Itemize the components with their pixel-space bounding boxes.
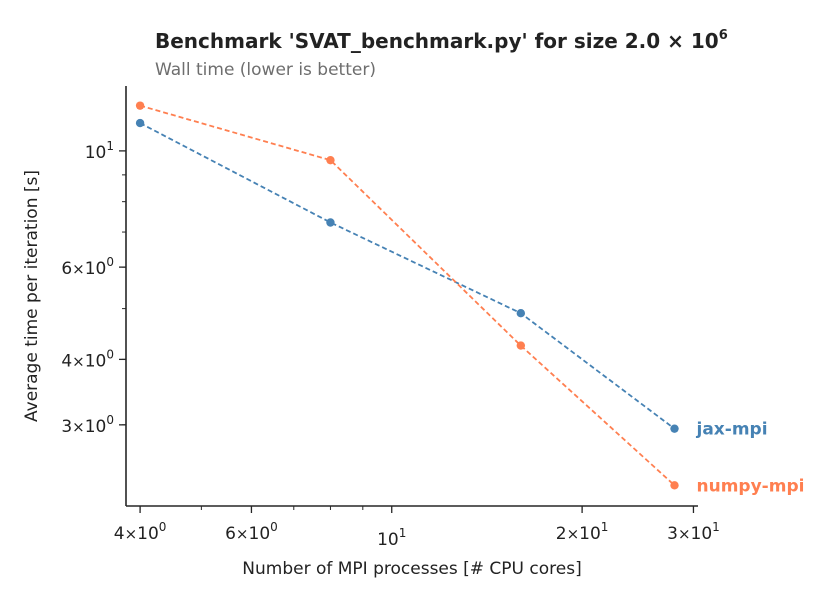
data-point-numpy-mpi	[326, 155, 335, 165]
chart-subtitle: Wall time (lower is better)	[155, 60, 376, 80]
axes	[122, 86, 698, 510]
series-line-jax-mpi	[139, 122, 676, 430]
series-label-numpy-mpi: numpy-mpi	[697, 476, 805, 496]
data-point-numpy-mpi	[516, 341, 526, 350]
data-point-jax-mpi	[135, 118, 145, 128]
y-tick-label: 4×100	[61, 347, 114, 371]
x-axis-label: Number of MPI processes [# CPU cores]	[242, 559, 581, 579]
series-points	[135, 101, 679, 490]
y-axis-ticks: 3×100 4×100 6×100 101	[61, 139, 126, 437]
series-lines	[139, 104, 676, 486]
data-point-jax-mpi	[516, 309, 526, 318]
x-tick-label: 101	[377, 526, 406, 550]
y-tick-label: 101	[85, 139, 114, 163]
y-axis-label: Average time per iteration [s]	[22, 170, 42, 422]
data-point-jax-mpi	[326, 218, 335, 227]
series-labels: jax-mpi numpy-mpi	[696, 420, 805, 497]
data-point-numpy-mpi	[135, 101, 145, 110]
series-label-jax-mpi: jax-mpi	[696, 420, 768, 440]
x-tick-label: 4×100	[114, 520, 167, 544]
data-point-jax-mpi	[670, 424, 679, 433]
chart-title: Benchmark 'SVAT_benchmark.py' for size 2…	[155, 28, 728, 53]
x-tick-label: 2×101	[556, 520, 609, 544]
y-tick-label: 3×100	[61, 413, 114, 437]
y-tick-label: 6×100	[61, 255, 114, 279]
series-line-numpy-mpi	[139, 104, 676, 486]
data-point-numpy-mpi	[670, 481, 679, 490]
x-tick-label: 6×100	[225, 520, 278, 544]
x-axis-ticks: 4×100 6×100 101 2×101 3×101	[114, 506, 720, 550]
x-tick-label: 3×101	[667, 520, 720, 544]
